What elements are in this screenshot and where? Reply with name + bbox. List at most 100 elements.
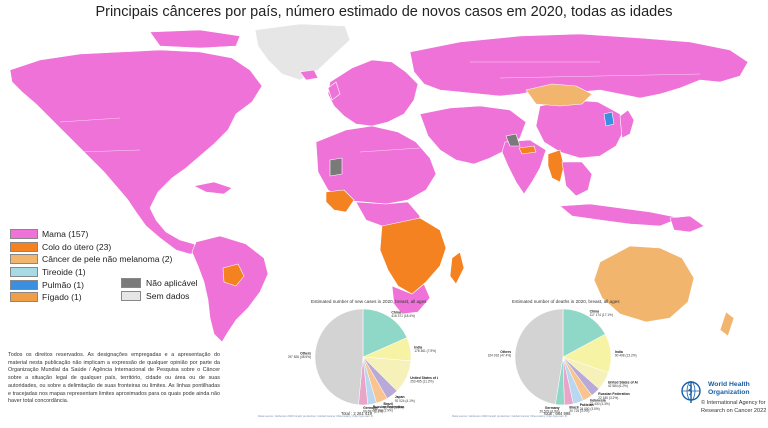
who-logo-block: World Health Organization © Internationa… xyxy=(680,377,766,417)
bolivia xyxy=(222,263,245,287)
who-emblem-icon xyxy=(681,381,701,403)
legend2-item: Não aplicável xyxy=(121,276,198,289)
afghanistan xyxy=(505,133,521,147)
legend-item: Colo do útero (23) xyxy=(10,241,172,254)
legend-item: Pulmão (1) xyxy=(10,278,172,291)
legend-label: Tireoide (1) xyxy=(42,267,86,278)
pie-deaths-slice-value: 20 725 (3.0%) xyxy=(569,409,589,413)
legend-swatch xyxy=(10,267,38,278)
russia-asia xyxy=(409,33,749,99)
legend-swatch xyxy=(10,279,38,290)
central-america-islands xyxy=(193,181,233,195)
west-africa-colo xyxy=(325,189,355,213)
pie-deaths-slice-label: Germany xyxy=(545,406,560,410)
north-america xyxy=(9,49,263,255)
pie-cases-slice-value: 65 183 (2.9%) xyxy=(373,409,393,413)
greenland xyxy=(254,23,351,81)
legend-label: Colo do útero (23) xyxy=(42,241,112,252)
pie-cases-slice-value: 88 492 (3.9%) xyxy=(384,405,404,409)
pie-deaths-total: Total : 684 996 xyxy=(543,411,571,416)
legend-item: Fígado (1) xyxy=(10,291,172,304)
arctic-islands xyxy=(149,29,241,49)
mongolia xyxy=(525,83,593,107)
iarc-line1: © International Agency for xyxy=(701,400,766,406)
western-sahara xyxy=(329,157,343,177)
papua xyxy=(669,215,705,233)
pie-deaths-slice-value: 324 916 (47.4%) xyxy=(488,353,511,357)
south-africa xyxy=(391,283,431,315)
china xyxy=(535,99,625,159)
pie-deaths-slice-value: 20 579 (3.0%) xyxy=(540,409,560,413)
pie-cases-slice-label: Russian Federation xyxy=(373,405,404,409)
iceland xyxy=(299,69,319,81)
australia xyxy=(593,245,695,323)
pie-deaths-slice-label: Russian Federation xyxy=(598,392,629,396)
pie-deaths-slice-label: India xyxy=(615,350,623,354)
legend2-label: Sem dados xyxy=(146,290,190,301)
myanmar-sea xyxy=(547,149,565,183)
pie-deaths-slice-label: United States of America xyxy=(608,380,638,384)
legend-item: Tireoide (1) xyxy=(10,266,172,279)
pie-deaths-slice-value: 22 180 (3.2%) xyxy=(598,396,618,400)
legend-label: Câncer de pele não melanoma (2) xyxy=(42,254,173,265)
pie-cases-slice-label: United States of America xyxy=(410,376,438,380)
pie-deaths-slice-label: Pakistan xyxy=(580,403,594,407)
legend-item: Mama (157) xyxy=(10,228,172,241)
pie-deaths-slice-value: 90 408 (13.2%) xyxy=(615,353,637,357)
pie-cases-slice-label: Brazil xyxy=(384,402,393,406)
legend-swatch xyxy=(10,292,38,303)
legend: Mama (157) Colo do útero (23) Câncer de pe… xyxy=(10,228,172,304)
iarc-line2: Research on Cancer 2022 xyxy=(701,408,767,414)
pie-cases-slice-value: 178 361 (7.9%) xyxy=(414,349,436,353)
nepal xyxy=(518,145,537,155)
pie-deaths-slice-value: 22 430 (3.3%) xyxy=(590,402,610,406)
world-map xyxy=(9,23,749,342)
pie-cases-title: Estimated number of new cases in 2020, b… xyxy=(311,299,427,304)
pie-deaths-slice-label: Brazil xyxy=(569,406,578,410)
pie-cases-slice-label: Germany xyxy=(363,406,378,410)
pie-deaths-title: Estimated number of deaths in 2020, brea… xyxy=(512,299,620,304)
pie-cases-slice-label: India xyxy=(414,345,422,349)
madagascar xyxy=(449,251,465,285)
pie-cases-slice-label: Others xyxy=(300,352,311,356)
pie-cases-slice xyxy=(362,308,408,358)
indonesia xyxy=(559,203,681,227)
legend-secondary: Não aplicável Sem dados xyxy=(121,276,198,302)
se-asia xyxy=(561,161,593,197)
pie-deaths-slice xyxy=(562,308,606,358)
legend2-swatch xyxy=(121,290,141,301)
japan xyxy=(619,109,635,139)
new-zealand xyxy=(719,311,735,337)
pie-deaths-slice-value: 117 174 (17.1%) xyxy=(590,313,613,317)
legend2-swatch xyxy=(121,277,141,288)
legend-label: Pulmão (1) xyxy=(42,279,85,290)
legend-item: Câncer de pele não melanoma (2) xyxy=(10,253,172,266)
pie-cases-slice-value: 416 371 (18.4%) xyxy=(391,314,415,318)
legend2-label: Não aplicável xyxy=(146,277,198,288)
legend-swatch xyxy=(10,241,38,252)
pie-cases-slice-value: 253 465 (11.2%) xyxy=(410,379,433,383)
pie-cases-slice-value: 1 097 826 (48.5%) xyxy=(288,355,311,359)
legend-swatch xyxy=(10,254,38,265)
who-name-line2: Organization xyxy=(708,389,750,396)
pie-deaths-slice-label: Others xyxy=(500,350,511,354)
legend-label: Fígado (1) xyxy=(42,292,82,303)
uk xyxy=(327,81,341,101)
source-note-right: Data source: Globocan 2020 Graph product… xyxy=(452,414,568,418)
east-south-africa-colo xyxy=(379,217,447,295)
source-note-left: Data source: Globocan 2020 Graph product… xyxy=(258,414,374,418)
legend2-item: Sem dados xyxy=(121,289,198,302)
pie-deaths-slice-value: 42 584 (6.2%) xyxy=(608,384,628,388)
pie-deaths-slice-label: Indonesia xyxy=(590,399,606,403)
map-title: Principais cânceres por país, número est… xyxy=(95,4,673,20)
korea xyxy=(603,111,615,127)
pie-cases-slice-value: 69 697 (3.1%) xyxy=(363,410,383,414)
disclaimer-text: Todos os direitos reservados. As designa… xyxy=(8,352,220,405)
legend-swatch xyxy=(10,229,38,240)
pie-cases-slice-value: 92 024 (4.1%) xyxy=(395,399,415,403)
pie-cases-total: Total : 2 261 419 xyxy=(341,411,372,416)
pie-cases-slice-label: China xyxy=(391,310,401,314)
india xyxy=(501,139,547,195)
